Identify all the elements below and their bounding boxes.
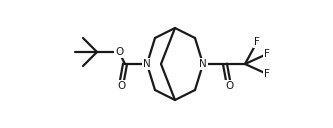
Text: N: N — [199, 59, 207, 69]
Text: O: O — [117, 81, 125, 91]
Text: O: O — [117, 81, 125, 91]
Text: O: O — [225, 81, 233, 91]
Text: F: F — [264, 49, 270, 59]
Text: O: O — [225, 81, 233, 91]
Text: F: F — [264, 69, 270, 79]
Text: O: O — [115, 47, 123, 57]
Text: N: N — [143, 59, 151, 69]
Text: O: O — [115, 47, 123, 57]
Text: F: F — [254, 37, 260, 47]
